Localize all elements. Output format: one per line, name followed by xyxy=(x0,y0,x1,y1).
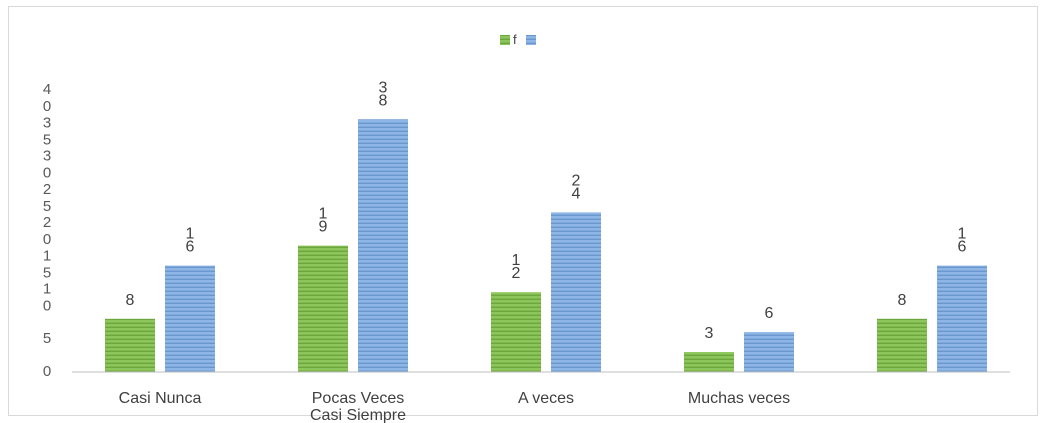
legend-label: f xyxy=(513,32,517,47)
data-label: 6 xyxy=(765,305,774,322)
legend-swatch xyxy=(500,35,510,45)
bar-series-1 xyxy=(684,352,734,372)
x-tick-label: Pocas Veces Casi Siempre xyxy=(310,390,406,423)
x-tick-label: Casi Nunca xyxy=(119,390,202,407)
bar-series-1 xyxy=(877,318,927,372)
bar-series-1 xyxy=(105,318,155,372)
data-label: 8 xyxy=(126,292,135,309)
x-axis: Casi Nunca Pocas Veces Casi Siempre A veces… xyxy=(72,371,1010,423)
bar-series-2 xyxy=(937,265,987,372)
legend: f xyxy=(500,32,536,47)
x-tick-label: A veces xyxy=(518,390,574,407)
y-axis: 0 5 1 01 52 02 53 03 54 0 xyxy=(43,81,51,380)
bar-series-2 xyxy=(358,119,408,372)
bar-series-1 xyxy=(491,292,541,372)
bar-series-2 xyxy=(744,332,794,372)
data-label: 3 xyxy=(705,325,714,342)
bar-series-1 xyxy=(298,245,348,372)
bar-series-2 xyxy=(551,212,601,372)
y-tick-label: 5 xyxy=(43,330,51,347)
data-label: 8 xyxy=(898,292,907,309)
x-tick-label: Muchas veces xyxy=(688,390,790,407)
y-tick-label: 0 xyxy=(43,363,51,380)
bars xyxy=(105,119,987,372)
bar-series-2 xyxy=(165,265,215,372)
legend-swatch xyxy=(526,35,536,45)
